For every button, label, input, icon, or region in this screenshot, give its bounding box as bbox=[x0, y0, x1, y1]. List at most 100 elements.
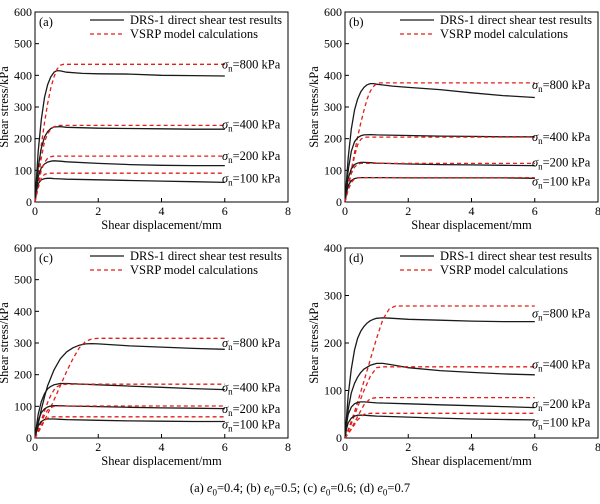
caption-part: =0.6; (d) bbox=[330, 481, 378, 495]
caption-part: =0.4; (b) bbox=[216, 481, 264, 495]
legend-entry-model: VSRP model calculations bbox=[130, 263, 258, 277]
normal-stress-label: σn=400 kPa bbox=[532, 130, 591, 146]
test-curve bbox=[34, 418, 225, 439]
x-tick-label: 4 bbox=[159, 204, 165, 218]
x-tick-label: 2 bbox=[405, 204, 411, 218]
x-tick-label: 6 bbox=[532, 204, 538, 218]
y-axis-title: Shear stress/kPa bbox=[307, 302, 321, 384]
x-tick-label: 4 bbox=[159, 440, 165, 454]
caption-part: e bbox=[377, 481, 383, 495]
x-tick-label: 8 bbox=[595, 204, 600, 218]
model-curve bbox=[34, 172, 225, 203]
x-tick-label: 6 bbox=[222, 204, 228, 218]
model-curve bbox=[344, 82, 535, 203]
model-curve bbox=[34, 405, 225, 439]
x-axis-title: Shear displacement/mm bbox=[101, 454, 222, 468]
y-tick-label: 100 bbox=[324, 163, 342, 177]
model-curve bbox=[34, 124, 225, 203]
model-curve bbox=[344, 162, 535, 203]
test-curve bbox=[344, 161, 535, 203]
legend-entry-test: DRS-1 direct shear test results bbox=[130, 249, 282, 263]
normal-stress-label: σn=400 kPa bbox=[222, 380, 281, 396]
x-tick-label: 0 bbox=[32, 440, 38, 454]
y-tick-label: 300 bbox=[14, 336, 32, 350]
x-tick-label: 6 bbox=[222, 440, 228, 454]
y-tick-label: 0 bbox=[336, 431, 342, 445]
x-tick-label: 8 bbox=[285, 204, 291, 218]
x-tick-label: 0 bbox=[32, 204, 38, 218]
y-tick-label: 200 bbox=[324, 132, 342, 146]
caption-part: 0 bbox=[382, 487, 388, 498]
x-tick-label: 6 bbox=[532, 440, 538, 454]
x-tick-label: 2 bbox=[95, 440, 101, 454]
caption-part: e bbox=[263, 481, 270, 495]
y-tick-label: 200 bbox=[324, 336, 342, 350]
caption-part: =0.7 bbox=[387, 481, 411, 495]
normal-stress-label: σn=100 kPa bbox=[532, 415, 591, 431]
y-tick-label: 500 bbox=[14, 37, 32, 51]
y-tick-label: 0 bbox=[26, 195, 32, 209]
x-tick-label: 4 bbox=[469, 440, 475, 454]
caption-part: 0 bbox=[212, 487, 217, 498]
x-axis-title: Shear displacement/mm bbox=[411, 218, 532, 232]
normal-stress-label: σn=200 kPa bbox=[532, 397, 591, 413]
x-tick-label: 2 bbox=[95, 204, 101, 218]
y-tick-label: 200 bbox=[14, 368, 32, 382]
legend-entry-test: DRS-1 direct shear test results bbox=[440, 13, 592, 27]
x-tick-label: 0 bbox=[342, 440, 348, 454]
test-curve bbox=[344, 176, 535, 203]
y-tick-label: 300 bbox=[324, 289, 342, 303]
y-tick-label: 400 bbox=[14, 304, 32, 318]
test-curve bbox=[344, 317, 535, 439]
model-curve bbox=[34, 337, 225, 439]
normal-stress-label: σn=200 kPa bbox=[222, 149, 281, 165]
test-curve bbox=[344, 362, 535, 439]
y-tick-label: 400 bbox=[14, 68, 32, 82]
y-axis-title: Shear stress/kPa bbox=[307, 66, 321, 148]
normal-stress-label: σn=200 kPa bbox=[222, 402, 281, 418]
normal-stress-label: σn=800 kPa bbox=[532, 78, 591, 94]
y-tick-label: 300 bbox=[14, 100, 32, 114]
x-tick-label: 4 bbox=[469, 204, 475, 218]
y-tick-label: 200 bbox=[14, 132, 32, 146]
normal-stress-label: σn=100 kPa bbox=[532, 174, 591, 190]
figure-caption: (a) e0=0.4; (b) e0=0.5; (c) e0=0.6; (d) … bbox=[0, 481, 600, 498]
y-tick-label: 600 bbox=[14, 241, 32, 255]
y-tick-label: 100 bbox=[14, 163, 32, 177]
panel-tag: (b) bbox=[349, 15, 364, 29]
test-curve bbox=[344, 82, 535, 203]
y-tick-label: 0 bbox=[336, 195, 342, 209]
test-curve bbox=[34, 382, 225, 439]
y-tick-label: 600 bbox=[324, 5, 342, 19]
chart-panel-b: 0 2 4 6 8 0 100 200 300 400 500 600 Shear displaceme… bbox=[307, 5, 600, 232]
y-tick-label: 400 bbox=[324, 241, 342, 255]
x-tick-label: 8 bbox=[595, 440, 600, 454]
model-curve bbox=[344, 136, 535, 203]
caption-part: e bbox=[320, 481, 326, 495]
model-curve bbox=[344, 366, 535, 439]
test-curve bbox=[34, 342, 225, 439]
normal-stress-label: σn=100 kPa bbox=[222, 171, 281, 187]
model-curve bbox=[344, 412, 535, 439]
normal-stress-label: σn=200 kPa bbox=[532, 155, 591, 171]
x-tick-label: 8 bbox=[285, 440, 291, 454]
normal-stress-label: σn=800 kPa bbox=[532, 307, 591, 323]
legend-entry-model: VSRP model calculations bbox=[440, 263, 568, 277]
test-curve bbox=[344, 401, 535, 439]
model-curve bbox=[34, 155, 225, 203]
panel-tag: (c) bbox=[39, 251, 53, 265]
chart-panel-c: 0 2 4 6 8 0 100 200 300 400 500 600 Shear displaceme… bbox=[0, 241, 291, 468]
caption-part: =0.5; (c) bbox=[274, 481, 321, 495]
model-curve bbox=[344, 396, 535, 439]
caption-part: 0 bbox=[325, 487, 331, 498]
chart-panel-a: 0 2 4 6 8 0 100 200 300 400 500 600 Shear displaceme… bbox=[0, 5, 291, 232]
test-curve bbox=[344, 133, 535, 203]
test-curve bbox=[344, 414, 535, 439]
x-axis-title: Shear displacement/mm bbox=[101, 218, 222, 232]
legend-entry-test: DRS-1 direct shear test results bbox=[440, 249, 592, 263]
y-tick-label: 400 bbox=[324, 68, 342, 82]
y-axis-title: Shear stress/kPa bbox=[0, 302, 11, 384]
caption-part: (a) bbox=[189, 481, 207, 495]
x-tick-label: 0 bbox=[342, 204, 348, 218]
caption-part: 0 bbox=[269, 487, 275, 498]
